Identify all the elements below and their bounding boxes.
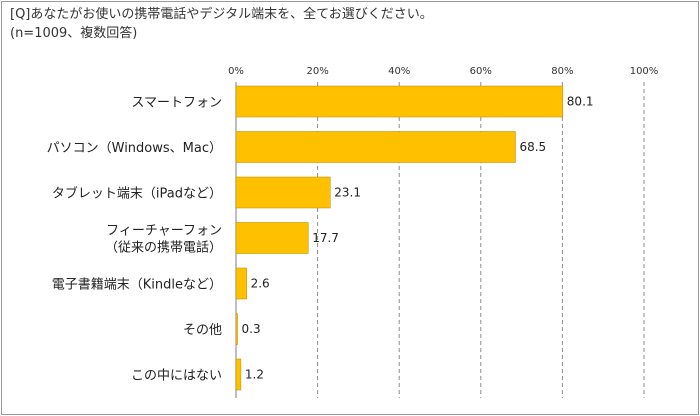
sample-note: (n=1009、複数回答) bbox=[10, 26, 138, 41]
data-label: 2.6 bbox=[251, 277, 270, 291]
bar bbox=[235, 85, 564, 118]
x-tick-label: 0% bbox=[228, 66, 244, 77]
category-label: 電子書籍端末（Kindleなど） bbox=[52, 277, 222, 293]
bar bbox=[235, 358, 242, 391]
category-label: フィーチャーフォン bbox=[106, 224, 222, 239]
category-label: この中にはない bbox=[131, 369, 222, 384]
bar bbox=[235, 131, 516, 163]
category-label: パソコン（Windows、Mac） bbox=[47, 141, 222, 156]
bar bbox=[235, 313, 238, 345]
data-label: 0.3 bbox=[242, 322, 261, 336]
data-label: 1.2 bbox=[245, 368, 264, 382]
data-label: 80.1 bbox=[567, 95, 594, 109]
bar bbox=[235, 222, 309, 254]
category-label: タブレット端末（iPadなど） bbox=[52, 186, 222, 202]
bar bbox=[235, 267, 247, 300]
category-label: スマートフォン bbox=[131, 96, 222, 111]
bar bbox=[235, 176, 331, 209]
data-label: 23.1 bbox=[334, 186, 361, 200]
category-label: （従来の携帯電話） bbox=[105, 240, 222, 256]
category-label: その他 bbox=[183, 323, 222, 338]
x-tick-label: 60% bbox=[470, 66, 492, 77]
x-tick-label: 80% bbox=[551, 66, 573, 77]
x-tick-label: 20% bbox=[306, 66, 328, 77]
x-tick-label: 100% bbox=[630, 66, 659, 77]
data-label: 68.5 bbox=[519, 140, 546, 154]
data-label: 17.7 bbox=[312, 231, 339, 245]
question-text: [Q]あなたがお使いの携帯電話やデジタル端末を、全てお選びください。 bbox=[10, 7, 433, 22]
x-tick-label: 40% bbox=[388, 66, 410, 77]
